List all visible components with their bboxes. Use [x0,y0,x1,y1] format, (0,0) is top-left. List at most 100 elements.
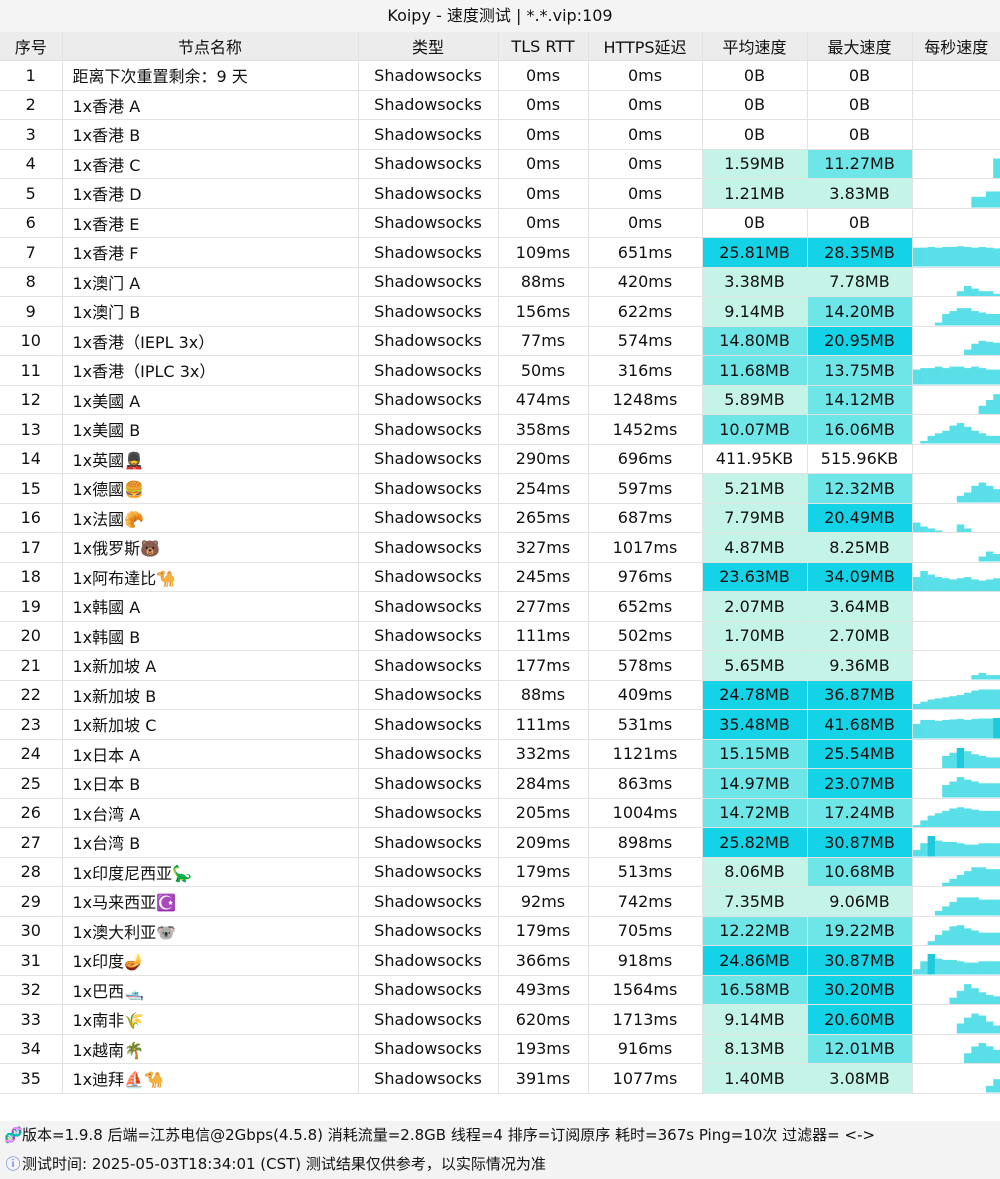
col-header-type[interactable]: 类型 [358,32,499,61]
cell-type: Shadowsocks [358,650,499,681]
sparkline-bar [992,717,1000,739]
col-header-index[interactable]: 序号 [0,32,63,61]
speed-sparkline [913,297,1000,326]
cell-max-speed: 0B [807,90,913,120]
sparkline-bar [934,720,942,739]
table-row[interactable]: 27 1x台湾 B Shadowsocks 209ms 898ms 25.82MB 30.8… [0,827,1000,858]
speed-sparkline [913,61,1000,89]
sparkline-bar [941,906,950,916]
speed-sparkline [913,651,1000,680]
speed-sparkline [912,681,1000,709]
col-header-per-second-speed[interactable]: 每秒速度 [912,32,1000,61]
cell-per-second-speed [912,857,1000,887]
table-row[interactable]: 16 1x法國🥐 Shadowsocks 265ms 687ms 7.79MB 20.49M… [0,503,1000,533]
sparkline-bar [948,959,957,975]
table-row[interactable]: 1 距离下次重置剩余：9 天 Shadowsocks 0ms 0ms 0B 0B [0,60,1000,91]
table-row[interactable]: 22 1x新加坡 B Shadowsocks 88ms 409ms 24.78MB 36.8… [0,680,1000,710]
sparkline-bar [948,807,957,827]
cell-max-speed: 7.78MB [807,267,913,297]
sparkline-bar [985,1045,993,1063]
col-header-tls-rtt[interactable]: TLS RTT [498,32,589,61]
cell-index: 12 [0,385,63,415]
table-row[interactable]: 10 1x香港（IEPL 3x） Shadowsocks 77ms 574ms 14.80… [0,326,1000,356]
table-row[interactable]: 18 1x阿布達比🐪 Shadowsocks 245ms 976ms 23.63MB 34.… [0,562,1000,592]
table-row[interactable]: 33 1x南非🌾 Shadowsocks 620ms 1713ms 9.14MB 20.60… [0,1004,1000,1035]
table-row[interactable]: 31 1x印度🪔 Shadowsocks 366ms 918ms 24.86MB 30.87… [0,945,1000,976]
table-row[interactable]: 20 1x韩國 B Shadowsocks 111ms 502ms 1.70MB 2.70M… [0,621,1000,651]
table-row[interactable]: 6 1x香港 E Shadowsocks 0ms 0ms 0B 0B [0,208,1000,238]
cell-avg-speed: 7.79MB [702,503,808,533]
cell-max-speed: 8.25MB [807,532,913,563]
col-header-https-latency[interactable]: HTTPS延迟 [588,32,703,61]
sparkline-bar [941,430,950,444]
table-row[interactable]: 9 1x澳门 B Shadowsocks 156ms 622ms 9.14MB 14.20M… [0,296,1000,327]
sparkline-bar [970,247,979,267]
table-row[interactable]: 19 1x韩國 A Shadowsocks 277ms 652ms 2.07MB 3.64M… [0,591,1000,622]
cell-per-second-speed [912,739,1000,769]
table-row[interactable]: 8 1x澳门 A Shadowsocks 88ms 420ms 3.38MB 7.78MB [0,267,1000,297]
sparkline-bar [985,369,993,385]
table-row[interactable]: 4 1x香港 C Shadowsocks 0ms 0ms 1.59MB 11.27MB [0,149,1000,179]
sparkline-bar [970,675,979,680]
table-row[interactable]: 3 1x香港 B Shadowsocks 0ms 0ms 0B 0B [0,119,1000,150]
sparkline-bar [978,899,986,916]
table-row[interactable]: 7 1x香港 F Shadowsocks 109ms 651ms 25.81MB 28.35… [0,237,1000,268]
cell-per-second-speed [912,237,1000,268]
sparkline-bar [992,932,1000,945]
col-header-avg-speed[interactable]: 平均速度 [702,32,808,61]
sparkline-bar [956,495,964,503]
cell-max-speed: 34.09MB [807,562,913,592]
sparkline-bar [985,718,993,739]
sparkline-bar [985,899,993,916]
cell-per-second-speed [912,886,1000,917]
table-row[interactable]: 17 1x俄罗斯🐻 Shadowsocks 327ms 1017ms 4.87MB 8.25… [0,532,1000,563]
table-row[interactable]: 11 1x香港（IPLC 3x） Shadowsocks 50ms 316ms 11.68… [0,355,1000,386]
sparkline-bar [978,755,986,768]
cell-index: 7 [0,237,63,268]
cell-https-latency: 531ms [588,709,703,740]
cell-https-latency: 622ms [588,296,703,327]
table-row[interactable]: 34 1x越南🌴 Shadowsocks 193ms 916ms 8.13MB 12.01M… [0,1034,1000,1064]
table-row[interactable]: 2 1x香港 A Shadowsocks 0ms 0ms 0B 0B [0,90,1000,120]
table-row[interactable]: 30 1x澳大利亚🐨 Shadowsocks 179ms 705ms 12.22MB 19.… [0,916,1000,946]
speed-sparkline [913,887,1000,916]
cell-tls-rtt: 179ms [498,916,589,946]
cell-tls-rtt: 50ms [498,355,589,386]
table-row[interactable]: 28 1x印度尼西亚🦕 Shadowsocks 179ms 513ms 8.06MB 10.… [0,857,1000,887]
cell-avg-speed: 14.97MB [702,768,808,799]
table-row[interactable]: 23 1x新加坡 C Shadowsocks 111ms 531ms 35.48MB 41.… [0,709,1000,740]
table-row[interactable]: 14 1x英國💂 Shadowsocks 290ms 696ms 411.95KB 515.… [0,444,1000,474]
cell-type: Shadowsocks [358,562,499,592]
cell-avg-speed: 0B [702,60,808,91]
table-row[interactable]: 21 1x新加坡 A Shadowsocks 177ms 578ms 5.65MB 9.36… [0,650,1000,681]
table-row[interactable]: 24 1x日本 A Shadowsocks 332ms 1121ms 15.15MB 25.… [0,739,1000,769]
sparkline-bar [970,366,979,385]
col-header-node-name[interactable]: 节点名称 [62,32,359,61]
speed-sparkline [912,828,1000,857]
sparkline-bar [992,843,1000,857]
cell-tls-rtt: 493ms [498,975,589,1005]
speed-sparkline [913,1035,1000,1063]
table-row[interactable]: 15 1x德國🍔 Shadowsocks 254ms 597ms 5.21MB 12.32M… [0,473,1000,504]
table-row[interactable]: 35 1x迪拜⛵🐪 Shadowsocks 391ms 1077ms 1.40MB 3.08… [0,1063,1000,1094]
cell-node-name: 1x法國🥐 [62,503,359,533]
cell-max-speed: 12.32MB [807,473,913,504]
table-row[interactable]: 25 1x日本 B Shadowsocks 284ms 863ms 14.97MB 23.0… [0,768,1000,799]
sparkline-bar [970,781,979,798]
sparkline-bar [963,779,972,798]
cell-per-second-speed [912,621,1000,651]
table-row[interactable]: 12 1x美國 A Shadowsocks 474ms 1248ms 5.89MB 14.1… [0,385,1000,415]
table-row[interactable]: 5 1x香港 D Shadowsocks 0ms 0ms 1.21MB 3.83MB [0,178,1000,209]
col-header-max-speed[interactable]: 最大速度 [807,32,913,61]
sparkline-bar [970,844,979,857]
table-row[interactable]: 29 1x马来西亚☪️ Shadowsocks 92ms 742ms 7.35MB 9.06… [0,886,1000,917]
cell-node-name: 1x澳门 B [62,296,359,327]
cell-node-name: 1x迪拜⛵🐪 [62,1063,359,1094]
table-row[interactable]: 26 1x台湾 A Shadowsocks 205ms 1004ms 14.72MB 17.… [0,798,1000,828]
sparkline-bar [985,994,993,1004]
sparkline-bar [948,311,957,326]
table-row[interactable]: 13 1x美國 B Shadowsocks 358ms 1452ms 10.07MB 16.… [0,414,1000,445]
sparkline-bar [927,953,935,975]
table-row[interactable]: 32 1x巴西🛥️ Shadowsocks 493ms 1564ms 16.58MB 30.… [0,975,1000,1005]
sparkline-bar [963,719,972,739]
